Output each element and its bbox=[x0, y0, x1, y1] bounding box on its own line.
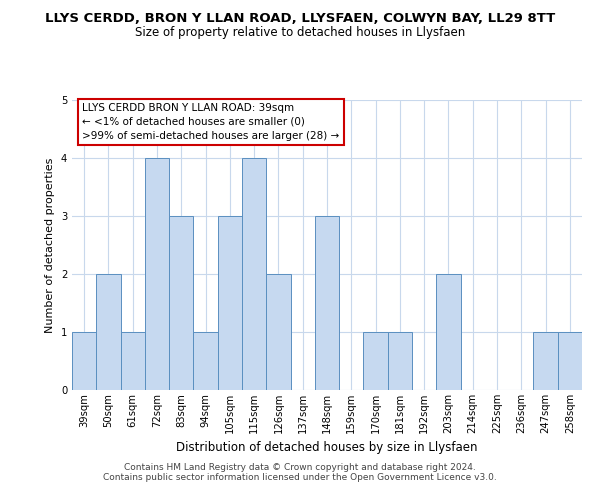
Text: LLYS CERDD, BRON Y LLAN ROAD, LLYSFAEN, COLWYN BAY, LL29 8TT: LLYS CERDD, BRON Y LLAN ROAD, LLYSFAEN, … bbox=[45, 12, 555, 26]
Bar bbox=[145, 158, 169, 390]
Text: Contains HM Land Registry data © Crown copyright and database right 2024.: Contains HM Land Registry data © Crown c… bbox=[124, 464, 476, 472]
Bar bbox=[72, 332, 96, 390]
Bar bbox=[193, 332, 218, 390]
Bar bbox=[558, 332, 582, 390]
Bar bbox=[218, 216, 242, 390]
Bar bbox=[242, 158, 266, 390]
Bar bbox=[96, 274, 121, 390]
Bar bbox=[169, 216, 193, 390]
Text: Contains public sector information licensed under the Open Government Licence v3: Contains public sector information licen… bbox=[103, 474, 497, 482]
Bar bbox=[436, 274, 461, 390]
Bar bbox=[533, 332, 558, 390]
X-axis label: Distribution of detached houses by size in Llysfaen: Distribution of detached houses by size … bbox=[176, 442, 478, 454]
Text: Size of property relative to detached houses in Llysfaen: Size of property relative to detached ho… bbox=[135, 26, 465, 39]
Y-axis label: Number of detached properties: Number of detached properties bbox=[45, 158, 55, 332]
Text: LLYS CERDD BRON Y LLAN ROAD: 39sqm
← <1% of detached houses are smaller (0)
>99%: LLYS CERDD BRON Y LLAN ROAD: 39sqm ← <1%… bbox=[82, 103, 340, 141]
Bar bbox=[364, 332, 388, 390]
Bar bbox=[388, 332, 412, 390]
Bar bbox=[121, 332, 145, 390]
Bar bbox=[315, 216, 339, 390]
Bar bbox=[266, 274, 290, 390]
